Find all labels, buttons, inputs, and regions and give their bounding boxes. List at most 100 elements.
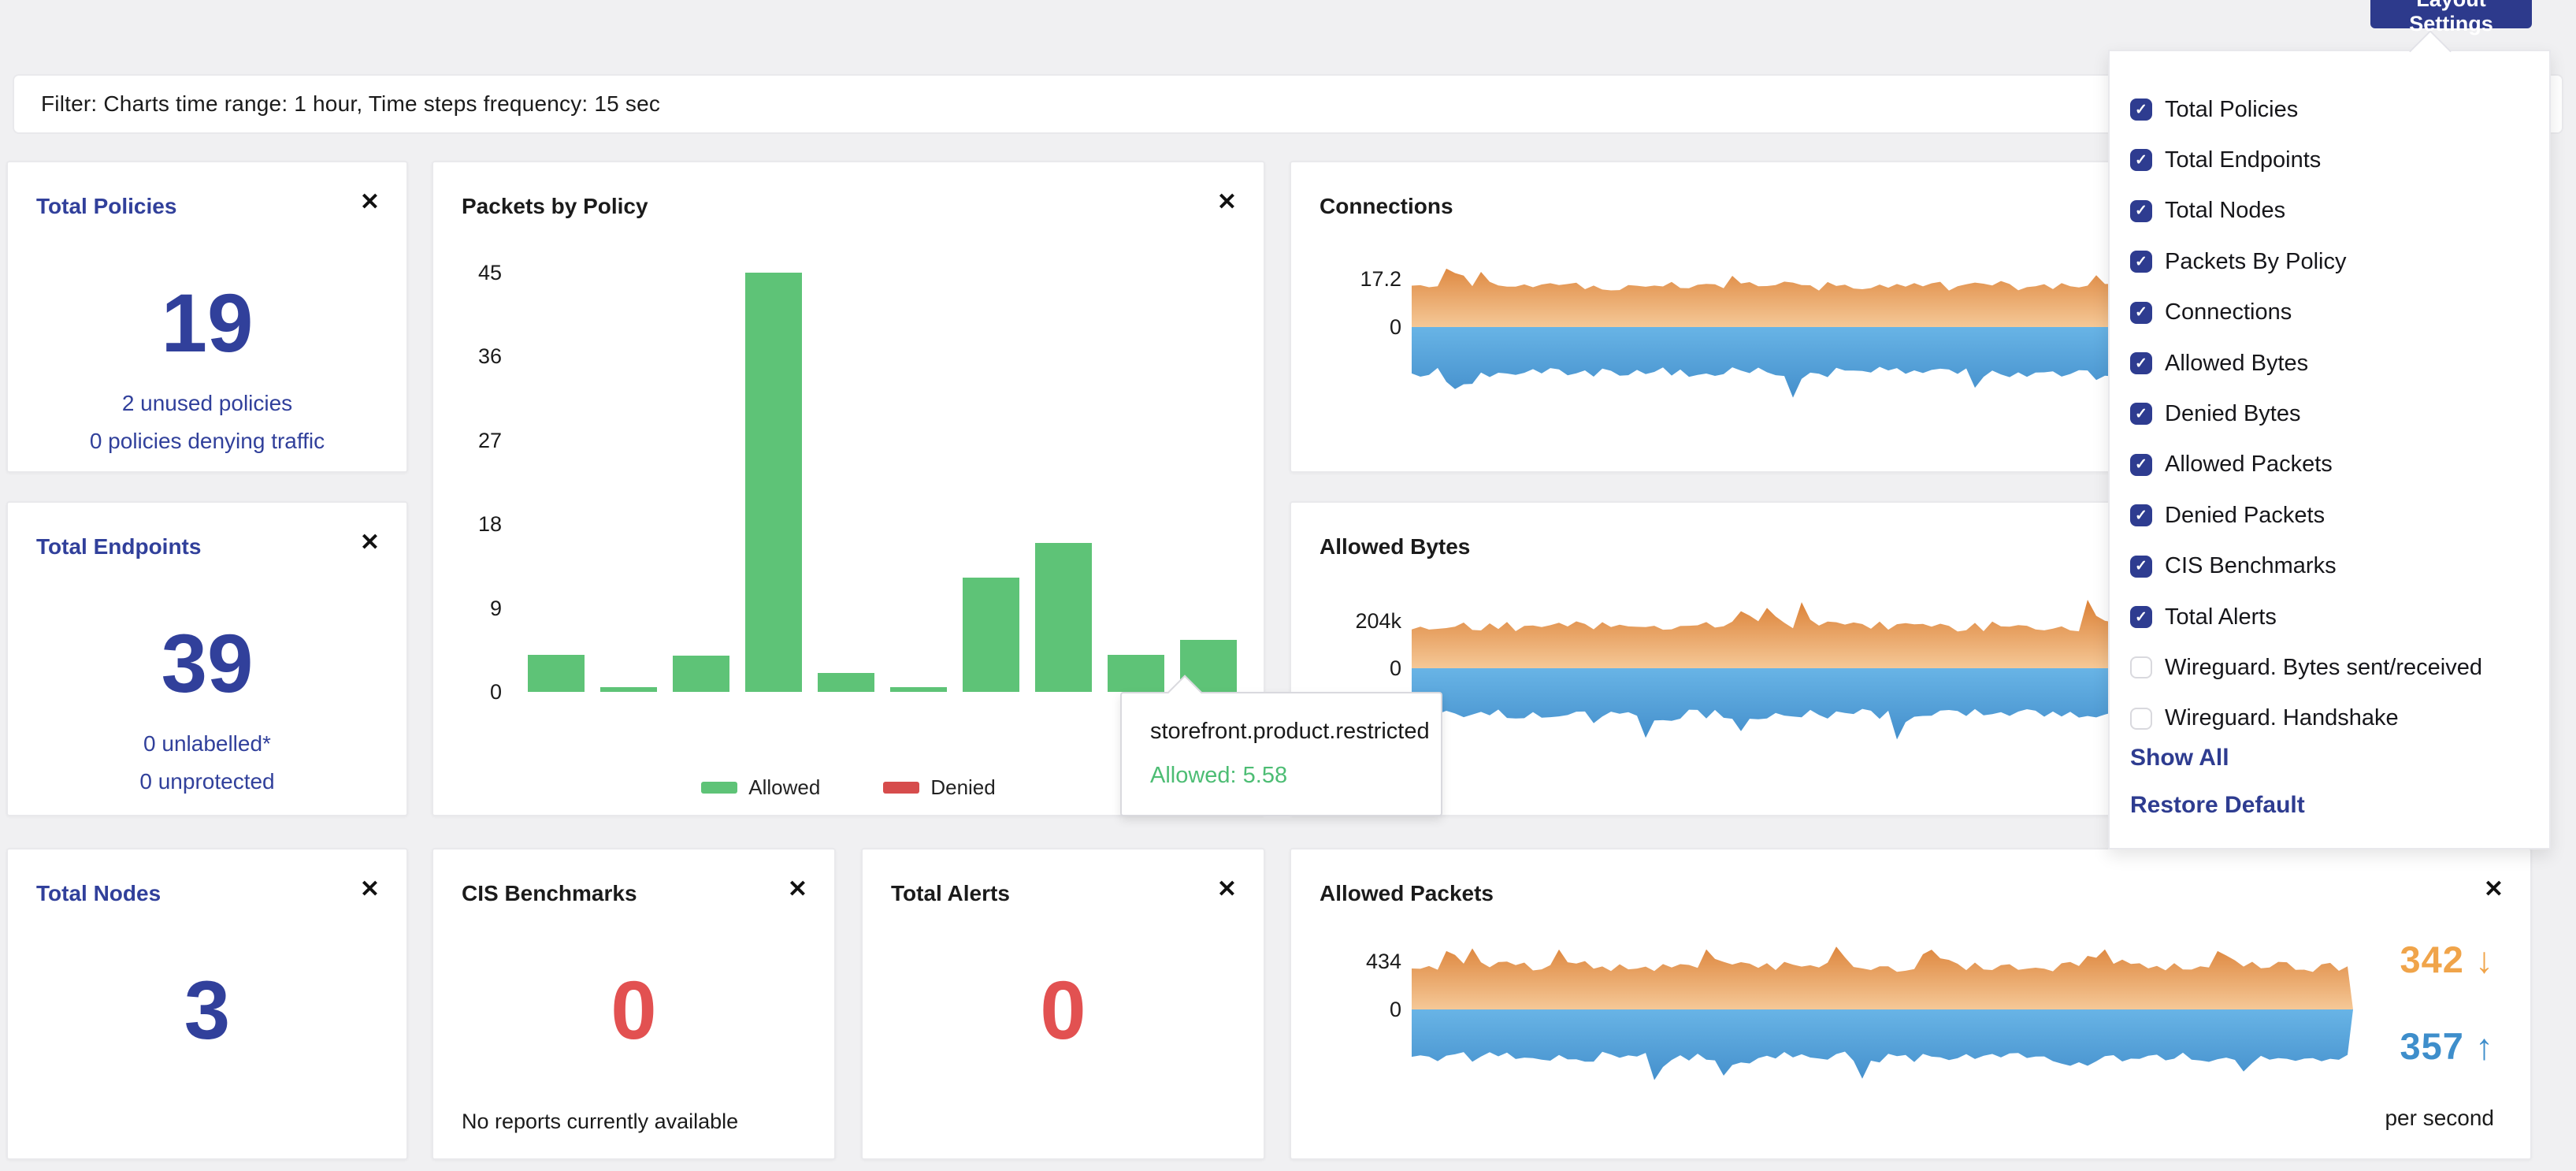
layout-menu-item-label: Packets By Policy xyxy=(2165,248,2347,274)
filter-summary-text: Filter: Charts time range: 1 hour, Time … xyxy=(41,91,661,116)
card-title: Total Alerts xyxy=(891,881,1010,905)
sent-rate: 357 ↑ xyxy=(2400,1025,2494,1067)
card-total-alerts: Total Alerts ✕ 0 xyxy=(861,848,1265,1160)
layout-menu-item[interactable]: ✓ CIS Benchmarks xyxy=(2110,541,2549,592)
layout-menu-item[interactable]: ✓ Denied Bytes xyxy=(2110,388,2549,439)
total-endpoints-value: 39 xyxy=(161,618,254,710)
layout-menu-item[interactable]: ✓ Total Endpoints xyxy=(2110,135,2549,185)
card-title: Connections xyxy=(1320,194,1453,218)
close-icon[interactable]: ✕ xyxy=(1216,876,1237,902)
layout-menu-item-label: Connections xyxy=(2165,299,2292,325)
bar-allowed[interactable] xyxy=(528,654,585,692)
legend-swatch xyxy=(883,782,920,794)
legend-item-denied[interactable]: Denied xyxy=(883,775,996,800)
layout-menu-item-label: Denied Bytes xyxy=(2165,400,2301,426)
layout-menu-item-label: Total Nodes xyxy=(2165,198,2286,224)
y-tick-label: 0 xyxy=(489,680,502,704)
received-rate: 342 ↓ xyxy=(2400,939,2494,980)
layout-menu-item[interactable]: ✓ Total Nodes xyxy=(2110,186,2549,236)
y-tick-label: 18 xyxy=(477,512,502,537)
layout-menu-item[interactable]: ✓ Allowed Packets xyxy=(2110,440,2549,490)
bar-allowed[interactable] xyxy=(1108,654,1164,692)
unchecked-checkbox-icon[interactable]: ✓ xyxy=(2130,707,2152,730)
card-total-nodes: Total Nodes ✕ 3 xyxy=(6,848,408,1160)
card-title: Allowed Bytes xyxy=(1320,534,1471,559)
checked-checkbox-icon[interactable]: ✓ xyxy=(2130,403,2152,426)
layout-menu-item-label: Wireguard. Handshake xyxy=(2165,705,2399,731)
cis-note-text: No reports currently available xyxy=(462,1110,739,1133)
close-icon[interactable]: ✕ xyxy=(359,876,380,902)
bar-allowed[interactable] xyxy=(1035,542,1092,692)
denying-policies-text: 0 policies denying traffic xyxy=(89,429,325,453)
close-icon[interactable]: ✕ xyxy=(1216,189,1237,215)
layout-menu-item[interactable]: ✓ Total Policies xyxy=(2110,84,2549,135)
bar-allowed[interactable] xyxy=(963,577,1019,692)
legend-item-allowed[interactable]: Allowed xyxy=(701,775,820,800)
layout-menu-item[interactable]: ✓ Total Alerts xyxy=(2110,592,2549,642)
card-allowed-packets: Allowed Packets ✕ 434 0 342 ↓ 357 ↑ per … xyxy=(1290,848,2532,1160)
layout-menu-item-label: Total Endpoints xyxy=(2165,147,2322,173)
checked-checkbox-icon[interactable]: ✓ xyxy=(2130,453,2152,476)
layout-menu-item[interactable]: ✓ Allowed Bytes xyxy=(2110,338,2549,388)
y-tick-label: 27 xyxy=(477,428,502,452)
legend-label: Denied xyxy=(930,775,996,799)
show-all-link[interactable]: Show All xyxy=(2130,745,2229,771)
y-tick-label: 9 xyxy=(489,596,502,620)
layout-menu-item-label: Total Policies xyxy=(2165,96,2299,122)
checked-checkbox-icon[interactable]: ✓ xyxy=(2130,149,2152,172)
card-total-policies: Total Policies ✕ 19 2 unused policies 0 … xyxy=(6,161,408,473)
unchecked-checkbox-icon[interactable]: ✓ xyxy=(2130,656,2152,679)
restore-default-link[interactable]: Restore Default xyxy=(2130,792,2305,818)
checked-checkbox-icon[interactable]: ✓ xyxy=(2130,301,2152,324)
total-policies-value: 19 xyxy=(161,277,254,370)
layout-menu-item[interactable]: ✓ Wireguard. Handshake xyxy=(2110,693,2549,744)
unprotected-text: 0 unprotected xyxy=(139,769,275,794)
rate-unit-label: per second xyxy=(2385,1106,2494,1130)
y-zero-label: 0 xyxy=(1389,998,1401,1021)
close-icon[interactable]: ✕ xyxy=(787,876,807,902)
chart-legend: Allowed Denied xyxy=(433,775,1264,800)
layout-settings-menu: Show All Restore Default ✓ Total Policies… xyxy=(2108,50,2551,849)
layout-menu-item[interactable]: ✓ Connections xyxy=(2110,288,2549,338)
total-alerts-value: 0 xyxy=(1040,965,1086,1057)
layout-menu-item-label: Allowed Bytes xyxy=(2165,350,2309,376)
checked-checkbox-icon[interactable]: ✓ xyxy=(2130,504,2152,527)
checked-checkbox-icon[interactable]: ✓ xyxy=(2130,199,2152,222)
y-max-label: 17.2 xyxy=(1360,267,1401,291)
layout-menu-item-label: CIS Benchmarks xyxy=(2165,553,2337,579)
checked-checkbox-icon[interactable]: ✓ xyxy=(2130,555,2152,578)
layout-menu-item[interactable]: ✓ Packets By Policy xyxy=(2110,236,2549,287)
unused-policies-text: 2 unused policies xyxy=(121,391,293,415)
y-zero-label: 0 xyxy=(1389,315,1401,339)
bar-allowed[interactable] xyxy=(890,687,947,692)
bar-allowed[interactable] xyxy=(600,687,657,692)
layout-menu-item-label: Wireguard. Bytes sent/received xyxy=(2165,654,2482,680)
bar-allowed[interactable] xyxy=(745,273,802,692)
card-title: Total Policies xyxy=(36,194,177,218)
y-zero-label: 0 xyxy=(1389,656,1401,680)
legend-label: Allowed xyxy=(748,775,821,799)
bar-allowed[interactable] xyxy=(673,655,729,692)
chart-tooltip: storefront.product.restricted Allowed: 5… xyxy=(1120,692,1442,816)
y-max-label: 204k xyxy=(1355,609,1401,633)
bar-allowed[interactable] xyxy=(818,673,874,692)
checked-checkbox-icon[interactable]: ✓ xyxy=(2130,606,2152,628)
layout-menu-item[interactable]: ✓ Denied Packets xyxy=(2110,490,2549,541)
tooltip-policy-name: storefront.product.restricted xyxy=(1150,719,1430,744)
card-title: Total Endpoints xyxy=(36,534,202,559)
checked-checkbox-icon[interactable]: ✓ xyxy=(2130,99,2152,121)
close-icon[interactable]: ✕ xyxy=(2483,876,2504,902)
total-nodes-value: 3 xyxy=(184,965,231,1057)
bar-chart-plot xyxy=(528,273,1253,692)
layout-settings-button[interactable]: Layout Settings xyxy=(2370,0,2532,35)
legend-swatch xyxy=(701,782,738,794)
close-icon[interactable]: ✕ xyxy=(359,189,380,215)
cis-benchmarks-value: 0 xyxy=(611,965,657,1057)
checked-checkbox-icon[interactable]: ✓ xyxy=(2130,352,2152,374)
checked-checkbox-icon[interactable]: ✓ xyxy=(2130,251,2152,273)
close-icon[interactable]: ✕ xyxy=(359,530,380,556)
card-total-endpoints: Total Endpoints ✕ 39 0 unlabelled* 0 unp… xyxy=(6,501,408,816)
layout-menu-item[interactable]: ✓ Wireguard. Bytes sent/received xyxy=(2110,642,2549,693)
layout-menu-item-label: Total Alerts xyxy=(2165,604,2277,630)
